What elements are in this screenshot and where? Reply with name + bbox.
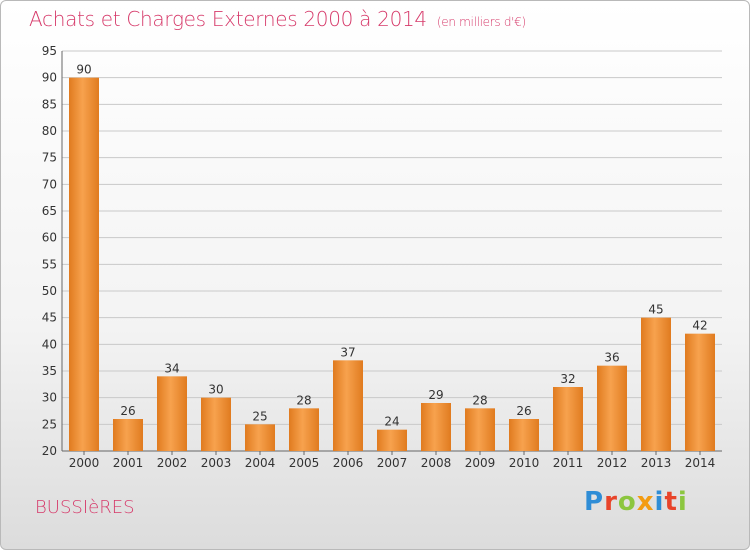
- commune-name: BUSSIèRES: [35, 497, 135, 518]
- logo-letter: t: [664, 487, 678, 517]
- bar-value-label: 36: [604, 351, 619, 365]
- y-tick-label: 80: [42, 124, 57, 138]
- bar: [597, 365, 627, 451]
- x-tick-label: 2003: [201, 456, 232, 470]
- x-tick-label: 2004: [245, 456, 276, 470]
- bar-value-label: 26: [120, 404, 135, 418]
- y-tick-label: 20: [42, 444, 57, 458]
- x-tick-label: 2010: [509, 456, 540, 470]
- bar: [201, 397, 231, 451]
- bar: [509, 419, 539, 451]
- y-tick-label: 40: [42, 337, 57, 351]
- bar-value-label: 42: [692, 319, 707, 333]
- x-tick-label: 2014: [685, 456, 716, 470]
- chart-unit-label: (en milliers d'€): [436, 15, 526, 29]
- bar: [377, 429, 407, 451]
- bar: [245, 424, 275, 451]
- y-tick-label: 85: [42, 97, 57, 111]
- bar: [157, 376, 187, 451]
- y-tick-label: 50: [42, 284, 57, 298]
- logo-letter: r: [604, 487, 618, 517]
- y-tick-label: 35: [42, 364, 57, 378]
- bar-value-label: 24: [384, 415, 399, 429]
- bar: [69, 77, 99, 452]
- x-tick-label: 2000: [69, 456, 100, 470]
- bar-value-label: 26: [516, 404, 531, 418]
- bar: [333, 360, 363, 451]
- logo-letter: P: [584, 487, 605, 517]
- x-tick-label: 2008: [421, 456, 452, 470]
- logo-letter: i: [654, 487, 665, 517]
- x-tick-label: 2007: [377, 456, 408, 470]
- y-tick-label: 30: [42, 391, 57, 405]
- x-tick-label: 2013: [641, 456, 672, 470]
- x-tick-label: 2012: [597, 456, 628, 470]
- x-tick-label: 2006: [333, 456, 364, 470]
- bar-value-label: 29: [428, 388, 443, 402]
- bar: [421, 403, 451, 451]
- y-tick-label: 55: [42, 257, 57, 271]
- bar-value-label: 25: [252, 409, 267, 423]
- chart-title-text: Achats et Charges Externes 2000 à 2014: [29, 7, 427, 31]
- bar: [685, 333, 715, 451]
- x-tick-label: 2009: [465, 456, 496, 470]
- bar-value-label: 34: [164, 361, 179, 375]
- y-tick-label: 75: [42, 151, 57, 165]
- x-tick-label: 2005: [289, 456, 320, 470]
- bar-value-label: 30: [208, 383, 223, 397]
- y-tick-label: 45: [42, 311, 57, 325]
- bar-value-label: 28: [472, 393, 487, 407]
- bar-value-label: 45: [648, 303, 663, 317]
- y-tick-label: 70: [42, 177, 57, 191]
- bar: [553, 387, 583, 451]
- x-tick-label: 2011: [553, 456, 584, 470]
- logo-letter: i: [677, 487, 688, 517]
- bar: [465, 408, 495, 451]
- y-tick-label: 65: [42, 204, 57, 218]
- bar: [113, 419, 143, 451]
- chart-title: Achats et Charges Externes 2000 à 2014 (e…: [29, 7, 526, 31]
- logo-letter: x: [636, 487, 655, 517]
- proxiti-logo: Proxiti: [584, 487, 688, 517]
- bar-value-label: 90: [76, 63, 91, 77]
- y-tick-label: 25: [42, 417, 57, 431]
- y-tick-label: 60: [42, 231, 57, 245]
- x-tick-label: 2001: [113, 456, 144, 470]
- y-tick-label: 90: [42, 71, 57, 85]
- bar-value-label: 37: [340, 345, 355, 359]
- bar-value-label: 28: [296, 393, 311, 407]
- bar: [641, 317, 671, 451]
- y-tick-label: 95: [42, 44, 57, 58]
- bar-value-label: 32: [560, 372, 575, 386]
- bar: [289, 408, 319, 451]
- x-tick-label: 2002: [157, 456, 188, 470]
- logo-letter: o: [617, 487, 637, 517]
